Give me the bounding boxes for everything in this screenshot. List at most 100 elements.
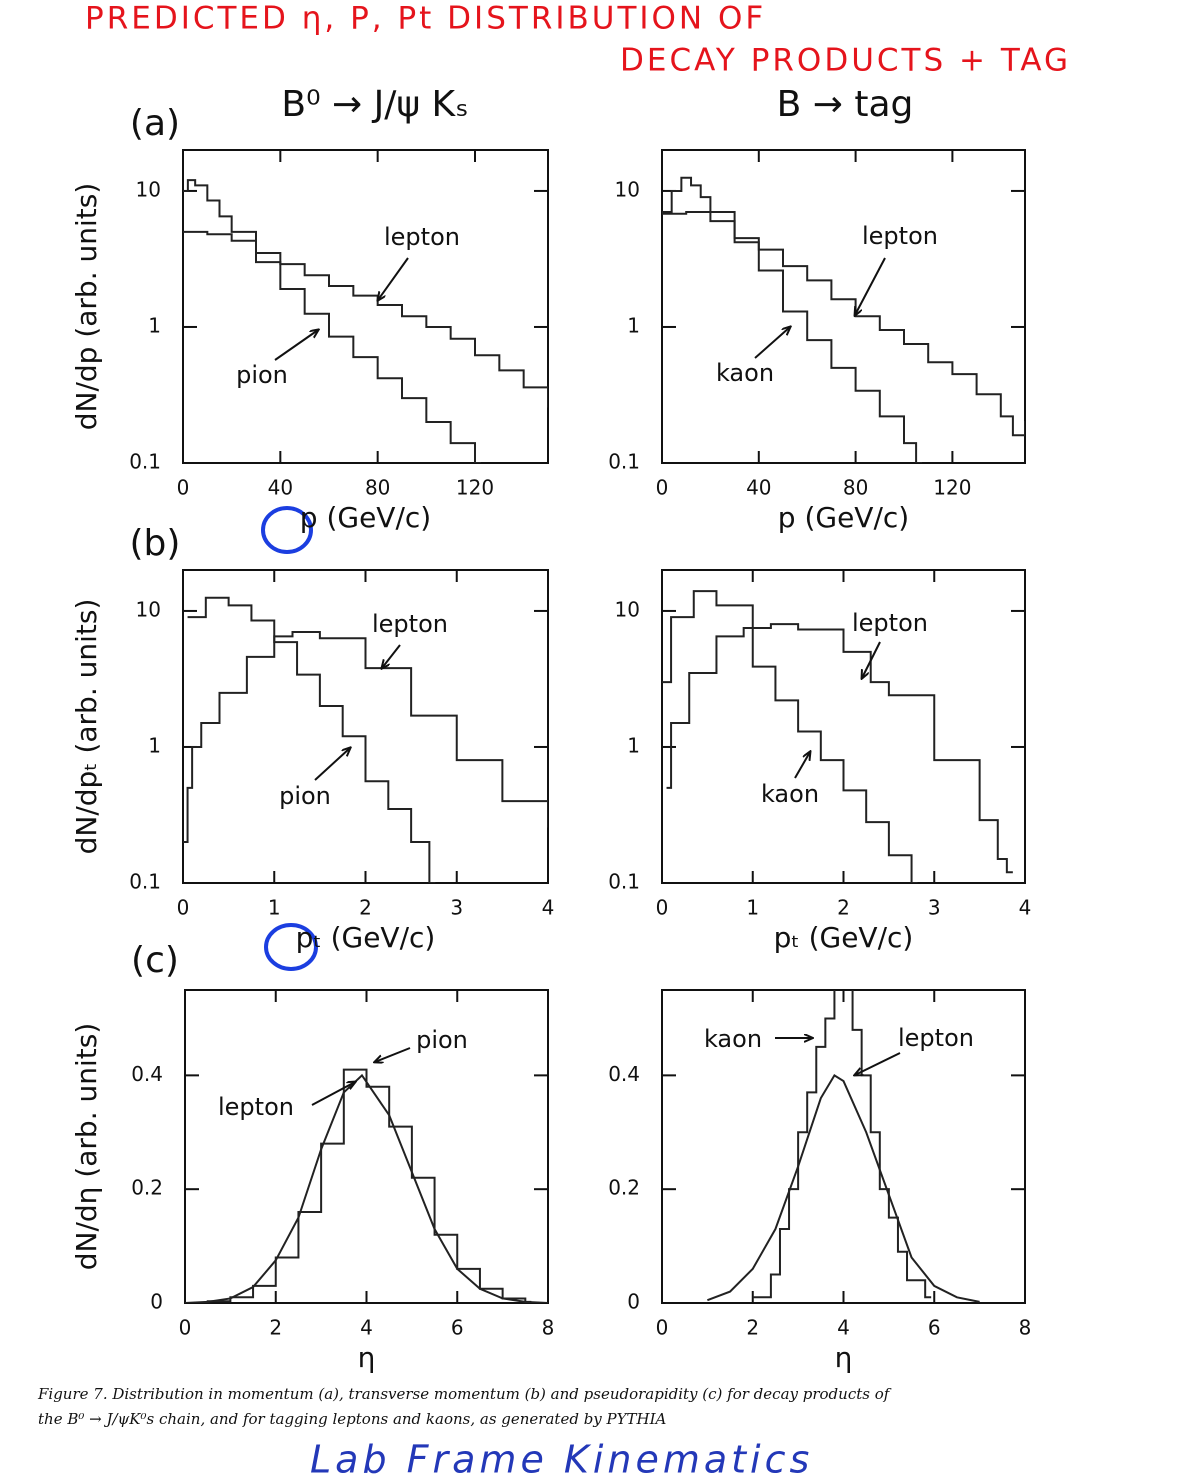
y-tick-label: 1 — [148, 733, 161, 757]
plot-frame — [184, 989, 549, 1304]
column-title: B → tag — [777, 84, 914, 125]
y-tick-label: 10 — [136, 177, 161, 201]
label-arrow — [378, 257, 409, 300]
series-line — [185, 1068, 532, 1303]
y-tick-label: 1 — [627, 313, 640, 337]
x-tick-label: 120 — [456, 476, 494, 500]
series-line — [183, 631, 548, 844]
x-tick-label: 1 — [268, 896, 281, 920]
x-tick-label: 4 — [360, 1316, 373, 1340]
x-tick-label: 8 — [1019, 1316, 1032, 1340]
x-tick-label: 0 — [177, 896, 190, 920]
label-arrow — [862, 641, 881, 678]
label-arrow — [311, 1082, 355, 1106]
label-arrow — [314, 748, 350, 781]
series-line — [752, 990, 932, 1299]
x-tick-label: 8 — [542, 1316, 555, 1340]
x-axis-label: η — [358, 1341, 376, 1374]
label-arrow — [794, 752, 810, 779]
caption: Figure 7. Distribution in momentum (a), … — [37, 1385, 892, 1403]
hand-circle — [261, 506, 313, 554]
y-axis-label: dN/dpₜ (arb. units) — [70, 599, 103, 855]
y-tick-label: 1 — [627, 733, 640, 757]
x-tick-label: 0 — [656, 896, 669, 920]
x-tick-label: 6 — [451, 1316, 464, 1340]
label-arrow — [855, 1052, 901, 1075]
x-axis-label: pₜ (GeV/c) — [296, 921, 436, 954]
y-axis-label: dN/dp (arb. units) — [70, 183, 103, 431]
series-label: pion — [279, 782, 331, 810]
x-axis-label: pₜ (GeV/c) — [774, 921, 914, 954]
x-tick-label: 2 — [359, 896, 372, 920]
x-tick-label: 4 — [1019, 896, 1032, 920]
x-tick-label: 2 — [746, 1316, 759, 1340]
series-line — [666, 623, 1013, 874]
handwritten-title: PREDICTED η, P, Pt DISTRIBUTION OF — [85, 1, 766, 37]
y-tick-label: 10 — [136, 597, 161, 621]
x-tick-label: 3 — [450, 896, 463, 920]
series-line — [185, 1073, 548, 1303]
handwritten-footer: Lab Frame Kinematics — [310, 1438, 813, 1482]
series-label: lepton — [218, 1093, 294, 1121]
series-label: lepton — [852, 609, 928, 637]
series-line — [707, 1073, 980, 1303]
x-axis-label: η — [835, 1341, 853, 1374]
panel-label: (a) — [130, 103, 180, 144]
x-tick-label: 2 — [269, 1316, 282, 1340]
label-arrow — [855, 257, 886, 315]
series-label: lepton — [372, 610, 448, 638]
plot-frame — [182, 569, 549, 884]
y-tick-label: 0.1 — [608, 870, 640, 894]
x-tick-label: 40 — [746, 476, 771, 500]
x-tick-label: 0 — [179, 1316, 192, 1340]
series-line — [662, 211, 1025, 437]
x-tick-label: 0 — [656, 476, 669, 500]
y-tick-label: 0 — [627, 1290, 640, 1314]
y-tick-label: 0.1 — [129, 450, 161, 474]
series-label: pion — [236, 361, 288, 389]
series-label: kaon — [761, 780, 819, 808]
plot-frame — [182, 149, 549, 464]
x-tick-label: 0 — [177, 476, 190, 500]
y-tick-label: 0.4 — [131, 1062, 163, 1086]
x-tick-label: 40 — [268, 476, 293, 500]
series-label: lepton — [862, 222, 938, 250]
series-line — [662, 176, 923, 463]
x-tick-label: 1 — [746, 896, 759, 920]
y-tick-label: 10 — [615, 597, 640, 621]
handwritten-title: DECAY PRODUCTS + TAG — [620, 43, 1071, 79]
x-tick-label: 4 — [542, 896, 555, 920]
hand-circle — [264, 923, 318, 971]
x-axis-label: p (GeV/c) — [778, 501, 909, 534]
y-tick-label: 10 — [615, 177, 640, 201]
plot-frame — [661, 569, 1026, 884]
plot-frame — [661, 149, 1026, 464]
panel-label: (b) — [130, 523, 181, 564]
x-tick-label: 0 — [656, 1316, 669, 1340]
series-line — [183, 179, 481, 463]
series-label: kaon — [704, 1025, 762, 1053]
series-label: lepton — [898, 1024, 974, 1052]
y-tick-label: 1 — [148, 313, 161, 337]
y-tick-label: 0.1 — [129, 870, 161, 894]
y-axis-label: dN/dη (arb. units) — [70, 1023, 103, 1271]
y-tick-label: 0.2 — [131, 1176, 163, 1200]
series-line — [662, 590, 918, 883]
caption: the B⁰ → J/ψK⁰s chain, and for tagging l… — [38, 1410, 667, 1428]
x-axis-label: p (GeV/c) — [300, 501, 431, 534]
column-title: B⁰ → J/ψ Kₛ — [281, 84, 468, 125]
y-tick-label: 0.4 — [608, 1062, 640, 1086]
x-tick-label: 80 — [365, 476, 390, 500]
y-tick-label: 0.1 — [608, 450, 640, 474]
series-label: pion — [416, 1026, 468, 1054]
label-arrow — [382, 644, 401, 668]
x-tick-label: 120 — [933, 476, 971, 500]
label-arrow — [274, 330, 318, 361]
x-tick-label: 2 — [837, 896, 850, 920]
x-tick-label: 4 — [837, 1316, 850, 1340]
label-arrow — [754, 327, 790, 359]
series-label: lepton — [384, 223, 460, 251]
y-tick-label: 0 — [150, 1290, 163, 1314]
series-label: kaon — [716, 359, 774, 387]
